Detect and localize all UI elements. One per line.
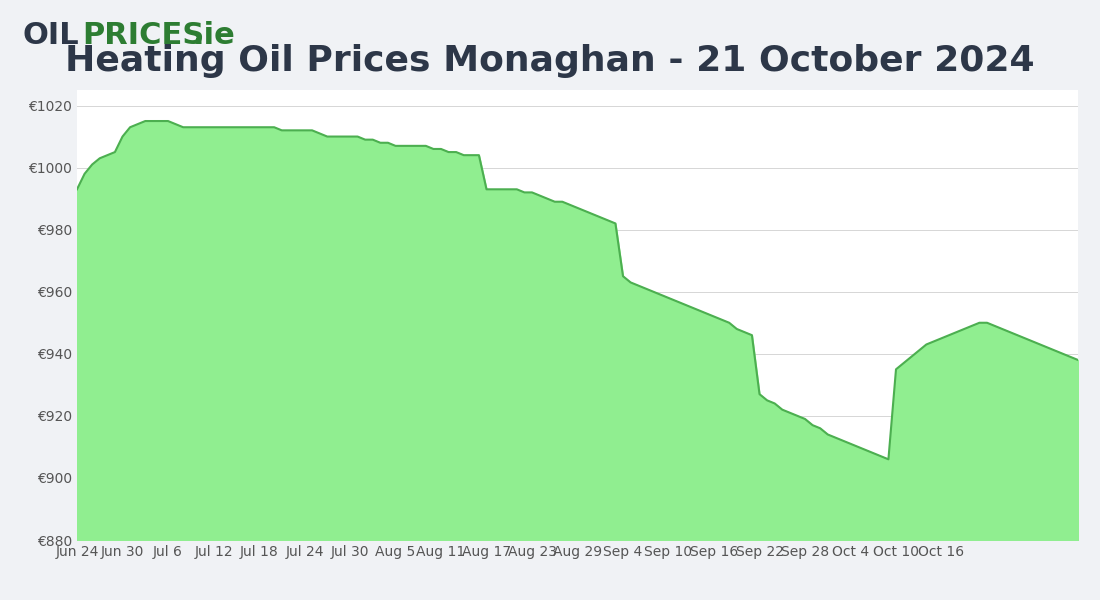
Text: PRICES: PRICES [82,22,205,50]
Text: OIL: OIL [22,22,78,50]
Text: Heating Oil Prices Monaghan - 21 October 2024: Heating Oil Prices Monaghan - 21 October… [65,44,1035,78]
Text: .ie: .ie [192,22,235,50]
